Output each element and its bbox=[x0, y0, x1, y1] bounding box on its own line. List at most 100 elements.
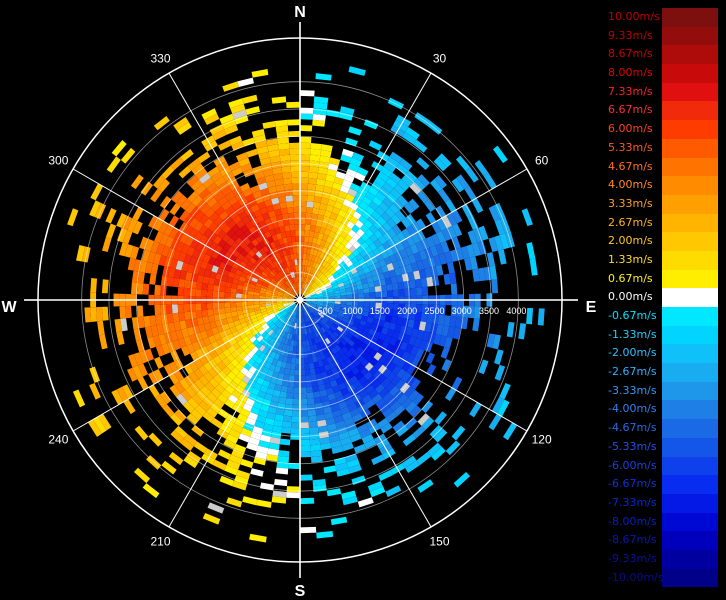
velocity-cell bbox=[433, 254, 442, 267]
velocity-cell bbox=[323, 331, 330, 338]
velocity-cell bbox=[287, 206, 294, 214]
velocity-cell bbox=[409, 405, 422, 418]
velocity-cell bbox=[386, 192, 398, 204]
velocity-cell bbox=[286, 288, 292, 293]
velocity-cell bbox=[281, 256, 287, 263]
velocity-cell bbox=[382, 197, 394, 208]
velocity-cell bbox=[296, 305, 299, 312]
velocity-cell bbox=[304, 303, 309, 309]
velocity-cell bbox=[284, 403, 293, 411]
velocity-cell bbox=[191, 393, 203, 405]
velocity-cell bbox=[307, 333, 312, 340]
velocity-cell bbox=[304, 259, 309, 266]
legend-label: -2.00m/s bbox=[608, 346, 657, 360]
velocity-cell bbox=[327, 342, 335, 350]
velocity-cell bbox=[496, 399, 510, 417]
velocity-cell bbox=[403, 280, 411, 290]
velocity-cell bbox=[320, 285, 327, 290]
velocity-cell bbox=[272, 490, 287, 498]
velocity-cell bbox=[400, 238, 411, 249]
velocity-cell bbox=[318, 282, 325, 287]
velocity-cell bbox=[273, 419, 283, 428]
velocity-cell bbox=[289, 285, 294, 291]
velocity-cell bbox=[286, 101, 300, 109]
velocity-cell bbox=[317, 300, 324, 303]
velocity-cell bbox=[430, 266, 438, 277]
velocity-cell bbox=[355, 280, 363, 286]
velocity-cell bbox=[410, 345, 419, 357]
velocity-cell bbox=[272, 289, 279, 293]
velocity-cell bbox=[279, 438, 291, 446]
velocity-cell bbox=[256, 315, 264, 321]
velocity-cell bbox=[300, 363, 305, 370]
velocity-cell bbox=[317, 322, 323, 329]
velocity-cell bbox=[255, 349, 263, 357]
velocity-cell bbox=[374, 307, 382, 315]
legend-label: -1.33m/s bbox=[608, 327, 657, 341]
velocity-cell bbox=[224, 399, 236, 409]
velocity-cell bbox=[288, 272, 293, 279]
velocity-cell bbox=[341, 238, 349, 247]
velocity-cell bbox=[283, 302, 289, 306]
velocity-cell bbox=[308, 287, 313, 293]
velocity-cell bbox=[249, 335, 257, 343]
velocity-cell bbox=[207, 309, 214, 317]
velocity-cell bbox=[436, 230, 446, 244]
velocity-cell bbox=[205, 328, 214, 338]
velocity-cell bbox=[310, 219, 317, 226]
velocity-cell bbox=[336, 267, 344, 274]
velocity-cell bbox=[302, 276, 305, 283]
velocity-cell bbox=[161, 343, 171, 355]
velocity-cell bbox=[313, 361, 320, 369]
velocity-cell bbox=[157, 179, 171, 193]
legend-swatch bbox=[662, 82, 718, 102]
velocity-cell bbox=[335, 276, 342, 283]
velocity-cell bbox=[168, 215, 180, 228]
velocity-cell bbox=[293, 200, 300, 207]
velocity-cell bbox=[300, 177, 309, 184]
velocity-cell bbox=[310, 148, 322, 156]
velocity-cell bbox=[360, 232, 370, 242]
velocity-cell bbox=[198, 365, 209, 376]
velocity-cell bbox=[312, 275, 318, 282]
velocity-cell bbox=[405, 126, 420, 140]
velocity-cell bbox=[346, 294, 353, 299]
velocity-cell bbox=[435, 205, 447, 219]
velocity-cell bbox=[413, 337, 422, 349]
velocity-cell bbox=[526, 307, 534, 325]
velocity-cell bbox=[204, 381, 215, 393]
velocity-cell bbox=[359, 367, 369, 376]
velocity-cell bbox=[364, 228, 374, 238]
velocity-cell bbox=[189, 288, 196, 297]
velocity-cell bbox=[339, 307, 346, 312]
velocity-cell bbox=[416, 329, 425, 340]
velocity-cell bbox=[390, 375, 402, 386]
velocity-cell bbox=[328, 293, 335, 297]
velocity-cell bbox=[323, 351, 331, 359]
velocity-cell bbox=[261, 163, 273, 172]
velocity-cell bbox=[240, 249, 249, 257]
velocity-cell bbox=[414, 312, 422, 322]
velocity-cell bbox=[319, 389, 328, 397]
velocity-cell bbox=[142, 483, 160, 499]
velocity-cell bbox=[219, 280, 227, 287]
legend-entry: 2.67m/s bbox=[606, 213, 718, 233]
velocity-cell bbox=[158, 208, 170, 222]
legend-entry: 8.67m/s bbox=[606, 45, 718, 65]
velocity-cell bbox=[300, 241, 305, 248]
velocity-cell bbox=[324, 412, 334, 420]
velocity-cell bbox=[269, 337, 276, 345]
velocity-cell bbox=[395, 163, 409, 175]
velocity-cell bbox=[277, 372, 285, 380]
velocity-cell bbox=[435, 243, 445, 255]
velocity-cell bbox=[378, 355, 388, 365]
velocity-cell bbox=[287, 287, 292, 293]
velocity-cell bbox=[406, 225, 417, 236]
velocity-cell bbox=[258, 440, 270, 449]
velocity-cell bbox=[355, 328, 363, 335]
velocity-cell bbox=[265, 250, 273, 258]
velocity-cell bbox=[472, 227, 483, 243]
velocity-cell bbox=[334, 295, 341, 299]
velocity-cell bbox=[317, 301, 324, 305]
velocity-cell bbox=[287, 351, 293, 358]
